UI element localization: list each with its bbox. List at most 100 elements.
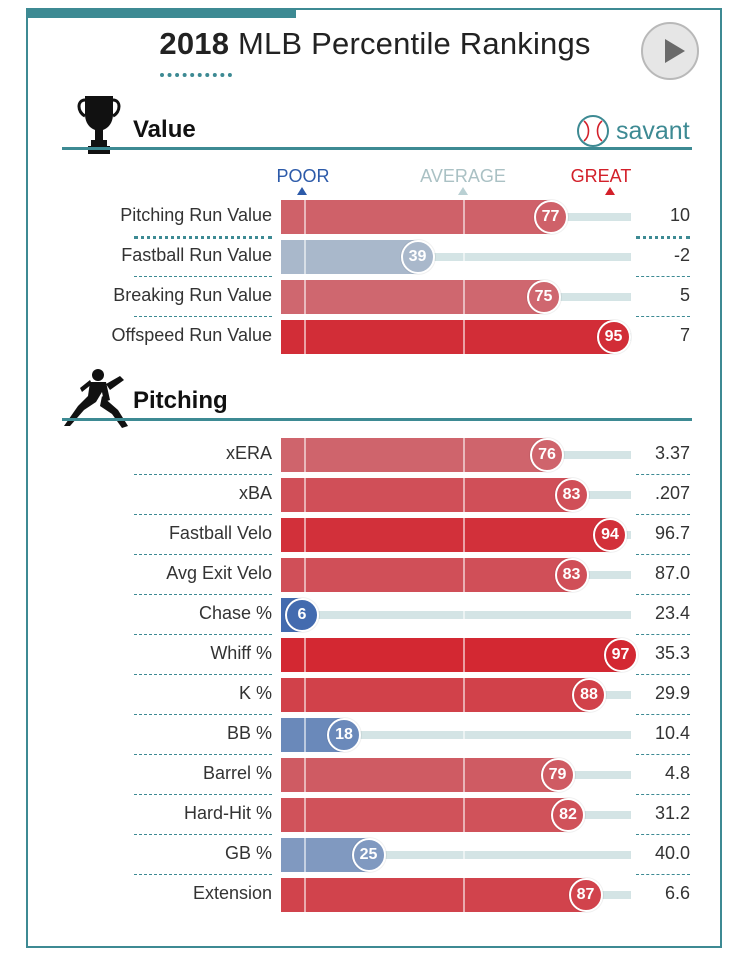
average-gridline <box>463 678 465 712</box>
percentile-bar[interactable] <box>281 240 418 274</box>
percentile-bar[interactable] <box>281 798 568 832</box>
average-gridline <box>463 200 465 234</box>
percentile-badge[interactable]: 79 <box>540 758 575 792</box>
savant-logo[interactable]: savant <box>576 114 690 148</box>
metric-value: 4.8 <box>664 763 690 783</box>
average-gridline <box>463 838 465 872</box>
percentile-bar[interactable] <box>281 678 589 712</box>
percentile-bar[interactable] <box>281 320 614 354</box>
row-separator <box>636 834 690 835</box>
percentile-badge[interactable]: 18 <box>327 718 361 752</box>
percentile-track <box>281 611 631 619</box>
row-separator <box>636 236 690 239</box>
poor-gridline <box>304 798 306 832</box>
trophy-icon <box>77 96 121 154</box>
percentile-badge[interactable]: 76 <box>530 438 564 472</box>
metric-label: Barrel % <box>202 763 272 783</box>
poor-gridline <box>304 320 306 354</box>
percentile-badge[interactable]: 87 <box>568 878 603 912</box>
average-gridline <box>463 320 465 354</box>
percentile-badge[interactable]: 25 <box>351 838 386 872</box>
percentile-badge[interactable]: 95 <box>596 320 631 354</box>
poor-gridline <box>304 200 306 234</box>
metric-value: 87.0 <box>654 563 690 583</box>
poor-gridline <box>304 240 306 274</box>
poor-gridline <box>304 518 306 552</box>
average-gridline <box>463 280 465 314</box>
metric-value: 5 <box>679 285 690 305</box>
average-gridline <box>463 718 465 752</box>
row-separator <box>636 674 690 675</box>
percentile-badge[interactable]: 97 <box>603 638 638 672</box>
poor-gridline <box>304 638 306 672</box>
percentile-badge[interactable]: 77 <box>533 200 568 234</box>
percentile-badge[interactable]: 83 <box>554 558 589 592</box>
metric-label: BB % <box>226 723 272 743</box>
percentile-badge[interactable]: 82 <box>551 798 585 832</box>
percentile-bar[interactable] <box>281 878 586 912</box>
section-title-pitching: Pitching <box>133 387 228 414</box>
average-gridline <box>463 558 465 592</box>
row-separator <box>636 594 690 595</box>
metric-label: xBA <box>238 483 272 503</box>
poor-gridline <box>304 478 306 512</box>
metric-value: 3.37 <box>654 443 690 463</box>
metric-value: 23.4 <box>654 603 690 623</box>
percentile-bar[interactable] <box>281 558 572 592</box>
percentile-badge[interactable]: 83 <box>554 478 589 512</box>
row-separator <box>134 474 272 475</box>
row-separator <box>134 714 272 715</box>
percentile-badge[interactable]: 88 <box>572 678 606 712</box>
play-icon <box>665 39 685 63</box>
great-arrow-icon <box>605 187 615 195</box>
row-separator <box>134 754 272 755</box>
metric-label: Offspeed Run Value <box>111 325 272 345</box>
percentile-bar[interactable] <box>281 518 610 552</box>
percentile-bar[interactable] <box>281 758 558 792</box>
percentile-track <box>281 851 631 859</box>
metric-value: 35.3 <box>654 643 690 663</box>
percentile-badge[interactable]: 39 <box>400 240 435 274</box>
average-gridline <box>463 518 465 552</box>
poor-gridline <box>304 838 306 872</box>
row-separator <box>636 474 690 475</box>
row-separator <box>134 594 272 595</box>
average-gridline <box>463 240 465 274</box>
poor-arrow-icon <box>297 187 307 195</box>
metric-label: Fastball Run Value <box>121 245 272 265</box>
top-accent-bar <box>26 8 296 18</box>
row-separator <box>134 874 272 875</box>
percentile-track <box>281 253 631 261</box>
play-button[interactable] <box>641 22 699 80</box>
page-title: 2018 MLB Percentile Rankings <box>0 26 750 62</box>
section-divider-value <box>62 147 692 150</box>
average-gridline <box>463 638 465 672</box>
average-gridline <box>463 438 465 472</box>
poor-label: POOR <box>276 166 330 186</box>
metric-label: K % <box>238 683 272 703</box>
percentile-badge[interactable]: 94 <box>593 518 627 552</box>
percentile-badge[interactable]: 75 <box>526 280 561 314</box>
row-separator <box>134 674 272 675</box>
row-separator <box>636 754 690 755</box>
percentile-bar[interactable] <box>281 438 547 472</box>
row-separator <box>134 276 272 277</box>
baseball-icon <box>577 115 609 147</box>
poor-gridline <box>304 758 306 792</box>
percentile-bar[interactable] <box>281 280 544 314</box>
poor-gridline <box>304 558 306 592</box>
row-separator <box>134 316 272 317</box>
row-separator <box>636 874 690 875</box>
percentile-bar[interactable] <box>281 200 551 234</box>
percentile-bar[interactable] <box>281 638 621 672</box>
poor-gridline <box>304 280 306 314</box>
metric-label: Pitching Run Value <box>120 205 272 225</box>
metric-value: 29.9 <box>654 683 690 703</box>
percentile-badge[interactable]: 6 <box>285 598 319 632</box>
poor-gridline <box>304 718 306 752</box>
poor-gridline <box>304 438 306 472</box>
card-frame <box>26 8 722 948</box>
row-separator <box>636 634 690 635</box>
percentile-bar[interactable] <box>281 478 572 512</box>
percentile-track <box>281 731 631 739</box>
